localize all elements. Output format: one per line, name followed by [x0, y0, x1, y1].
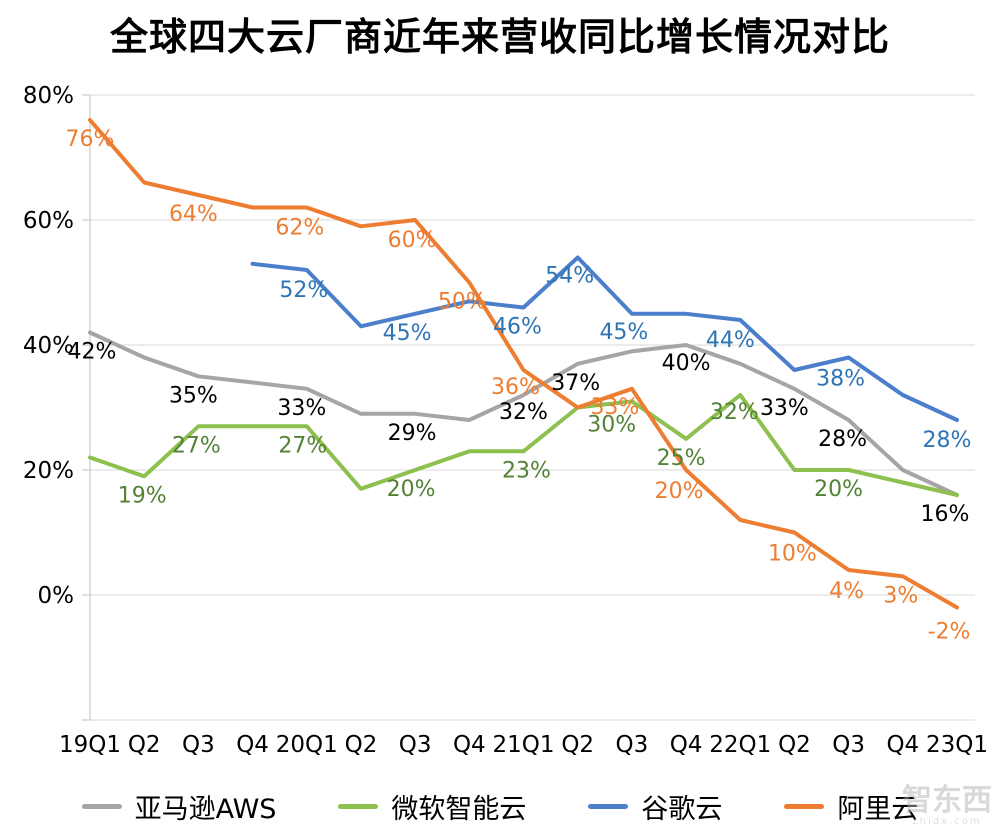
x-axis-label: Q4 [670, 732, 703, 758]
data-label: 44% [706, 328, 755, 353]
data-label: 35% [169, 383, 218, 408]
x-axis-label: Q2 [128, 732, 161, 758]
legend-item-0: 亚马逊AWS [81, 787, 277, 826]
y-axis-label: 40% [23, 333, 74, 359]
data-label: 27% [278, 433, 327, 458]
legend: 亚马逊AWS 微软智能云 谷歌云 阿里云 [0, 784, 1000, 828]
legend-swatch [81, 803, 122, 809]
data-label: 37% [551, 371, 600, 396]
legend-label: 亚马逊AWS [134, 793, 277, 825]
data-label: 29% [388, 421, 437, 446]
data-label: 54% [545, 264, 594, 289]
x-axis-label: Q3 [616, 732, 649, 758]
x-axis-label: Q3 [832, 732, 865, 758]
data-label: 20% [814, 477, 863, 502]
x-axis-label: Q2 [778, 732, 811, 758]
legend-item-2: 谷歌云 [588, 787, 722, 826]
data-label: 27% [172, 433, 221, 458]
data-label: 20% [387, 477, 436, 502]
x-axis-label: 19Q1 [59, 732, 121, 758]
x-axis-label: 20Q1 [276, 732, 338, 758]
y-axis-label: 60% [23, 208, 74, 234]
legend-swatch [338, 803, 379, 809]
y-axis-label: 20% [23, 458, 74, 484]
data-label: 32% [499, 400, 548, 425]
legend-label: 微软智能云 [391, 793, 527, 825]
x-axis-label: Q2 [561, 732, 594, 758]
legend-item-1: 微软智能云 [338, 787, 526, 826]
data-label: 46% [493, 315, 542, 340]
data-label: 33% [590, 395, 639, 420]
data-label: 10% [768, 542, 817, 567]
data-label: 45% [383, 321, 432, 346]
x-axis-label: Q4 [886, 732, 919, 758]
data-label: 62% [275, 216, 324, 241]
data-label: 16% [921, 502, 970, 527]
series-line-0 [88, 330, 959, 497]
legend-swatch [784, 803, 825, 809]
data-label: 76% [66, 127, 115, 152]
data-label: 33% [760, 396, 809, 421]
data-label: -2% [928, 620, 971, 645]
series-line-3 [88, 118, 959, 610]
x-axis-label: 21Q1 [492, 732, 554, 758]
x-axis-label: Q3 [182, 732, 215, 758]
data-label: 36% [491, 375, 540, 400]
legend-label: 谷歌云 [641, 793, 723, 825]
series-line-1 [88, 393, 959, 497]
chart-title: 全球四大云厂商近年来营收同比增长情况对比 [109, 15, 890, 59]
data-label: 50% [438, 290, 487, 315]
legend-swatch [588, 803, 629, 809]
data-label: 25% [657, 446, 706, 471]
data-label: 20% [655, 479, 704, 504]
x-axis-label: Q2 [345, 732, 378, 758]
data-label: 4% [829, 579, 864, 604]
x-axis-label: Q4 [453, 732, 486, 758]
data-label: 28% [923, 428, 972, 453]
data-label: 38% [816, 367, 865, 392]
data-label: 45% [599, 320, 648, 345]
x-axis-label: 22Q1 [709, 732, 771, 758]
data-label: 32% [710, 400, 759, 425]
series-line-2 [250, 255, 959, 422]
data-label: 64% [169, 202, 218, 227]
y-axis-label: 0% [38, 583, 75, 609]
data-label: 30% [587, 413, 636, 438]
data-label: 52% [279, 278, 328, 303]
data-label: 19% [118, 483, 167, 508]
x-axis-label: 23Q1 [926, 732, 988, 758]
legend-label: 阿里云 [837, 793, 919, 825]
data-label: 60% [388, 228, 437, 253]
data-label: 40% [662, 351, 711, 376]
y-axis-label: 80% [23, 83, 74, 109]
data-label: 3% [883, 583, 918, 608]
legend-item-3: 阿里云 [784, 787, 918, 826]
data-label: 28% [818, 427, 867, 452]
x-axis-label: Q4 [236, 732, 269, 758]
data-label: 23% [502, 458, 551, 483]
data-label: 33% [277, 396, 326, 421]
data-label: 42% [68, 340, 117, 365]
x-axis-label: Q3 [399, 732, 432, 758]
